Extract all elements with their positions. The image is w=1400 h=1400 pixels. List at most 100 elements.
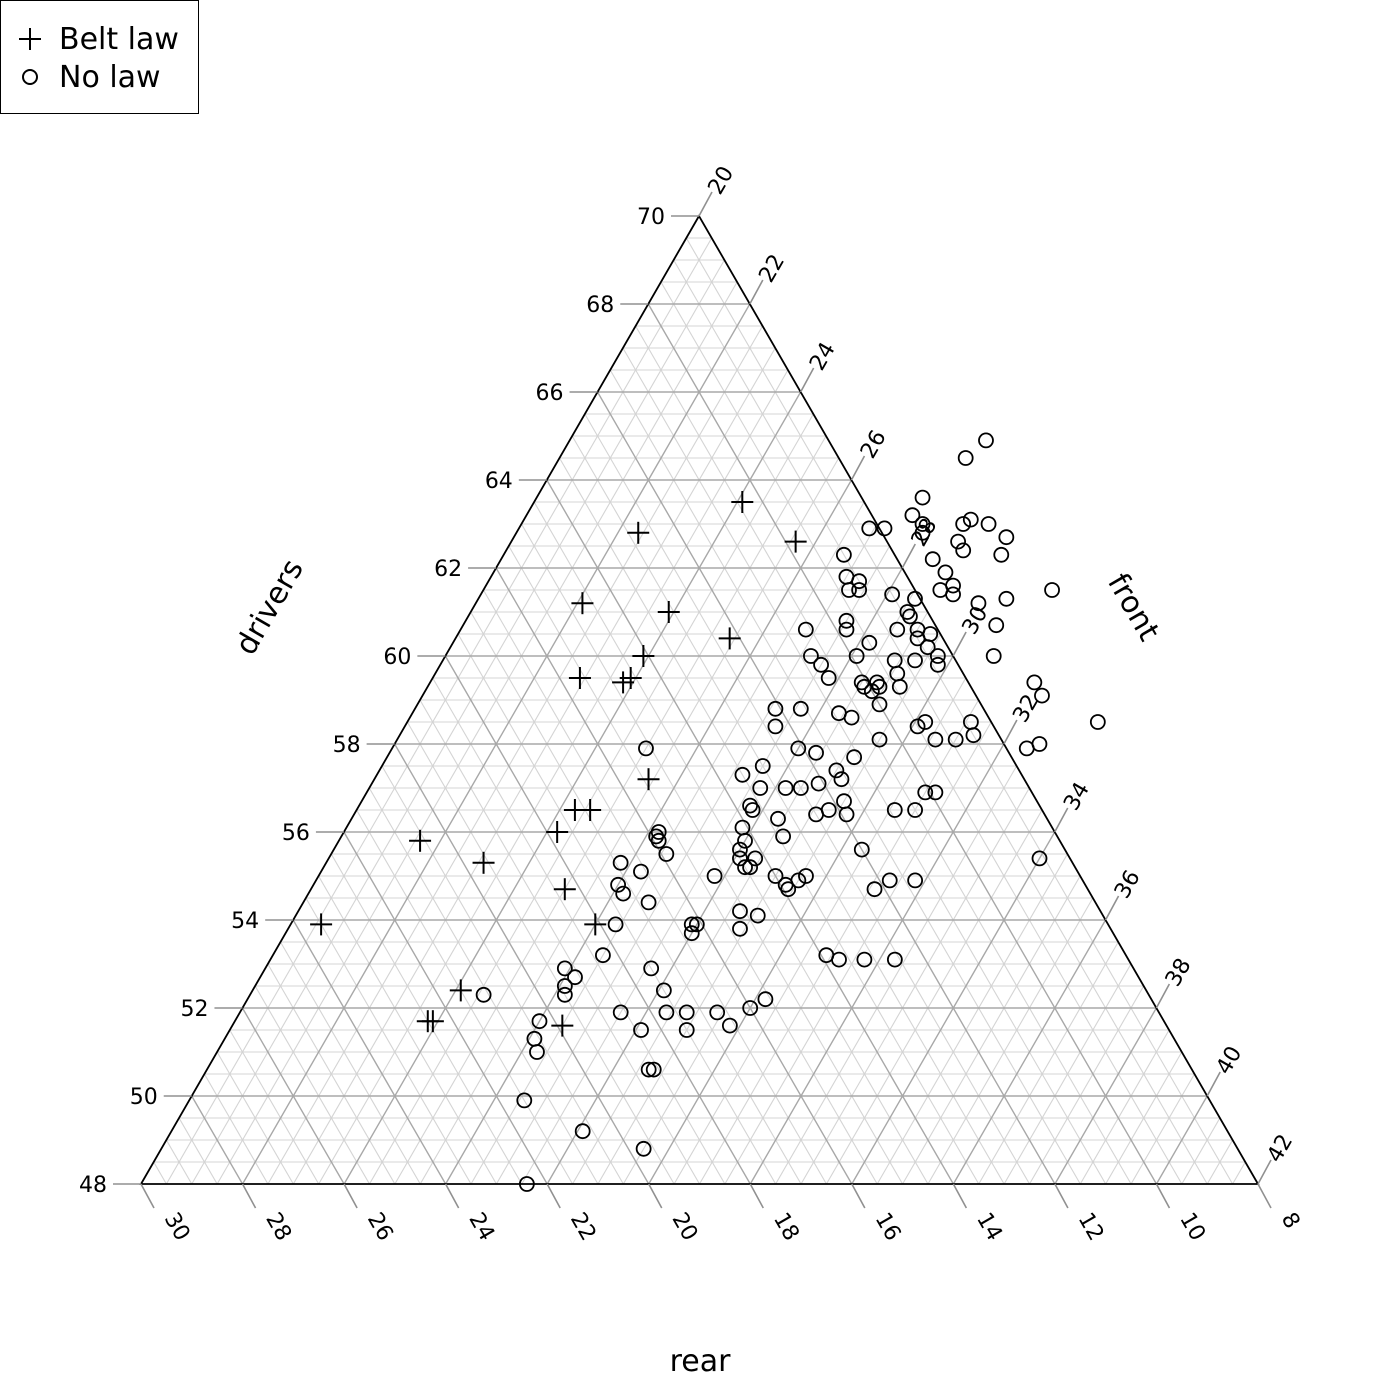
- grid-line-front: [978, 941, 1119, 1185]
- grid-line-rear: [596, 391, 1056, 1185]
- point-no-law: [998, 590, 1015, 607]
- grid-line-rear: [229, 1029, 320, 1185]
- grid-line-rear: [495, 567, 853, 1185]
- tick-label-drivers: 48: [79, 1173, 107, 1198]
- point-no-law: [790, 740, 807, 757]
- grid-line-rear: [330, 853, 523, 1185]
- grid-line-front: [470, 501, 865, 1185]
- point-no-law: [861, 520, 878, 537]
- grid-line-front: [521, 545, 891, 1185]
- triangle-outline: [139, 214, 1260, 1185]
- grid-line-rear: [280, 941, 421, 1185]
- tick-label-front: 36: [1110, 866, 1146, 903]
- point-no-law: [732, 920, 748, 937]
- grid-line-rear: [584, 413, 1030, 1185]
- point-no-law: [655, 982, 672, 999]
- point-belt-law: [632, 645, 655, 667]
- grid-line-front: [1079, 1029, 1170, 1185]
- tick-rear: [1155, 1183, 1171, 1209]
- point-no-law: [980, 516, 997, 532]
- point-no-law: [658, 1004, 675, 1021]
- point-no-law: [909, 718, 926, 735]
- grid-line-rear: [470, 611, 802, 1185]
- tick-rear: [1054, 1183, 1069, 1209]
- grid-line-front: [800, 787, 1030, 1185]
- point-no-law: [853, 841, 870, 858]
- tick-label-rear: 22: [565, 1209, 601, 1246]
- grid-line-rear: [165, 1139, 193, 1185]
- grid-line-rear: [292, 919, 447, 1185]
- grid-line-front: [1181, 1117, 1221, 1185]
- point-no-law: [965, 727, 982, 744]
- point-no-law: [914, 516, 931, 532]
- point-no-law: [947, 731, 964, 748]
- tick-label-front: 26: [856, 426, 892, 463]
- tick-label-front: 24: [805, 338, 841, 375]
- tick-front: [1054, 807, 1069, 833]
- grid-line-front: [851, 831, 1056, 1185]
- tick-front: [901, 543, 916, 569]
- point-no-law: [709, 1004, 726, 1021]
- grid-line-rear: [432, 677, 726, 1185]
- point-no-law: [810, 775, 827, 792]
- tick-label-front: 30: [958, 602, 994, 639]
- grid-line-front: [952, 919, 1107, 1185]
- point-no-law: [706, 868, 723, 884]
- point-no-law: [828, 762, 845, 779]
- tick-label-rear: 18: [768, 1209, 804, 1246]
- point-no-law: [838, 621, 855, 638]
- point-no-law: [678, 1022, 695, 1038]
- point-no-law: [927, 784, 944, 801]
- tick-label-front: 42: [1263, 1130, 1299, 1167]
- point-no-law: [556, 986, 573, 1003]
- point-no-law: [846, 749, 863, 766]
- grid-line-front: [825, 809, 1043, 1185]
- point-no-law: [866, 881, 883, 898]
- point-no-law: [856, 951, 873, 968]
- tick-label-rear: 26: [362, 1209, 398, 1246]
- point-no-law: [871, 696, 888, 713]
- grid-line-rear: [254, 985, 370, 1185]
- grid-line-rear: [305, 897, 472, 1185]
- point-belt-law: [612, 671, 635, 694]
- point-no-law: [792, 780, 809, 796]
- point-no-law: [848, 648, 865, 664]
- grid-line-front: [622, 633, 941, 1185]
- point-no-law: [813, 656, 829, 673]
- grid-line-rear: [267, 963, 396, 1185]
- point-no-law: [754, 758, 771, 774]
- point-no-law: [988, 617, 1005, 634]
- grid-line-front: [343, 391, 802, 1185]
- point-no-law: [924, 551, 941, 568]
- point-belt-law: [784, 530, 807, 553]
- point-no-law: [567, 969, 583, 986]
- point-no-law: [556, 978, 573, 994]
- tick-label-rear: 30: [159, 1209, 195, 1246]
- tick-front: [1155, 983, 1171, 1009]
- point-no-law: [917, 784, 934, 801]
- tick-label-rear: 14: [971, 1209, 1007, 1246]
- point-no-law: [770, 810, 786, 827]
- point-no-law: [595, 947, 611, 964]
- point-no-law: [643, 960, 660, 977]
- tick-label-drivers: 70: [637, 205, 665, 230]
- tick-label-rear: 24: [463, 1209, 499, 1246]
- point-no-law: [881, 872, 898, 889]
- point-no-law: [737, 832, 753, 849]
- tick-rear: [444, 1183, 460, 1209]
- point-no-law: [612, 1004, 629, 1021]
- point-no-law: [993, 546, 1010, 563]
- point-no-law: [757, 991, 774, 1008]
- point-no-law: [612, 854, 629, 871]
- grid-line-rear: [318, 875, 497, 1185]
- point-no-law: [831, 951, 847, 968]
- point-no-law: [884, 586, 901, 603]
- tick-label-rear: 10: [1174, 1209, 1210, 1246]
- tick-front: [1206, 1071, 1221, 1097]
- point-no-law: [742, 859, 759, 876]
- point-no-law: [919, 639, 936, 656]
- grid-line-rear: [635, 325, 1132, 1185]
- point-no-law: [744, 802, 761, 818]
- point-no-law: [871, 678, 888, 695]
- point-no-law: [838, 806, 855, 823]
